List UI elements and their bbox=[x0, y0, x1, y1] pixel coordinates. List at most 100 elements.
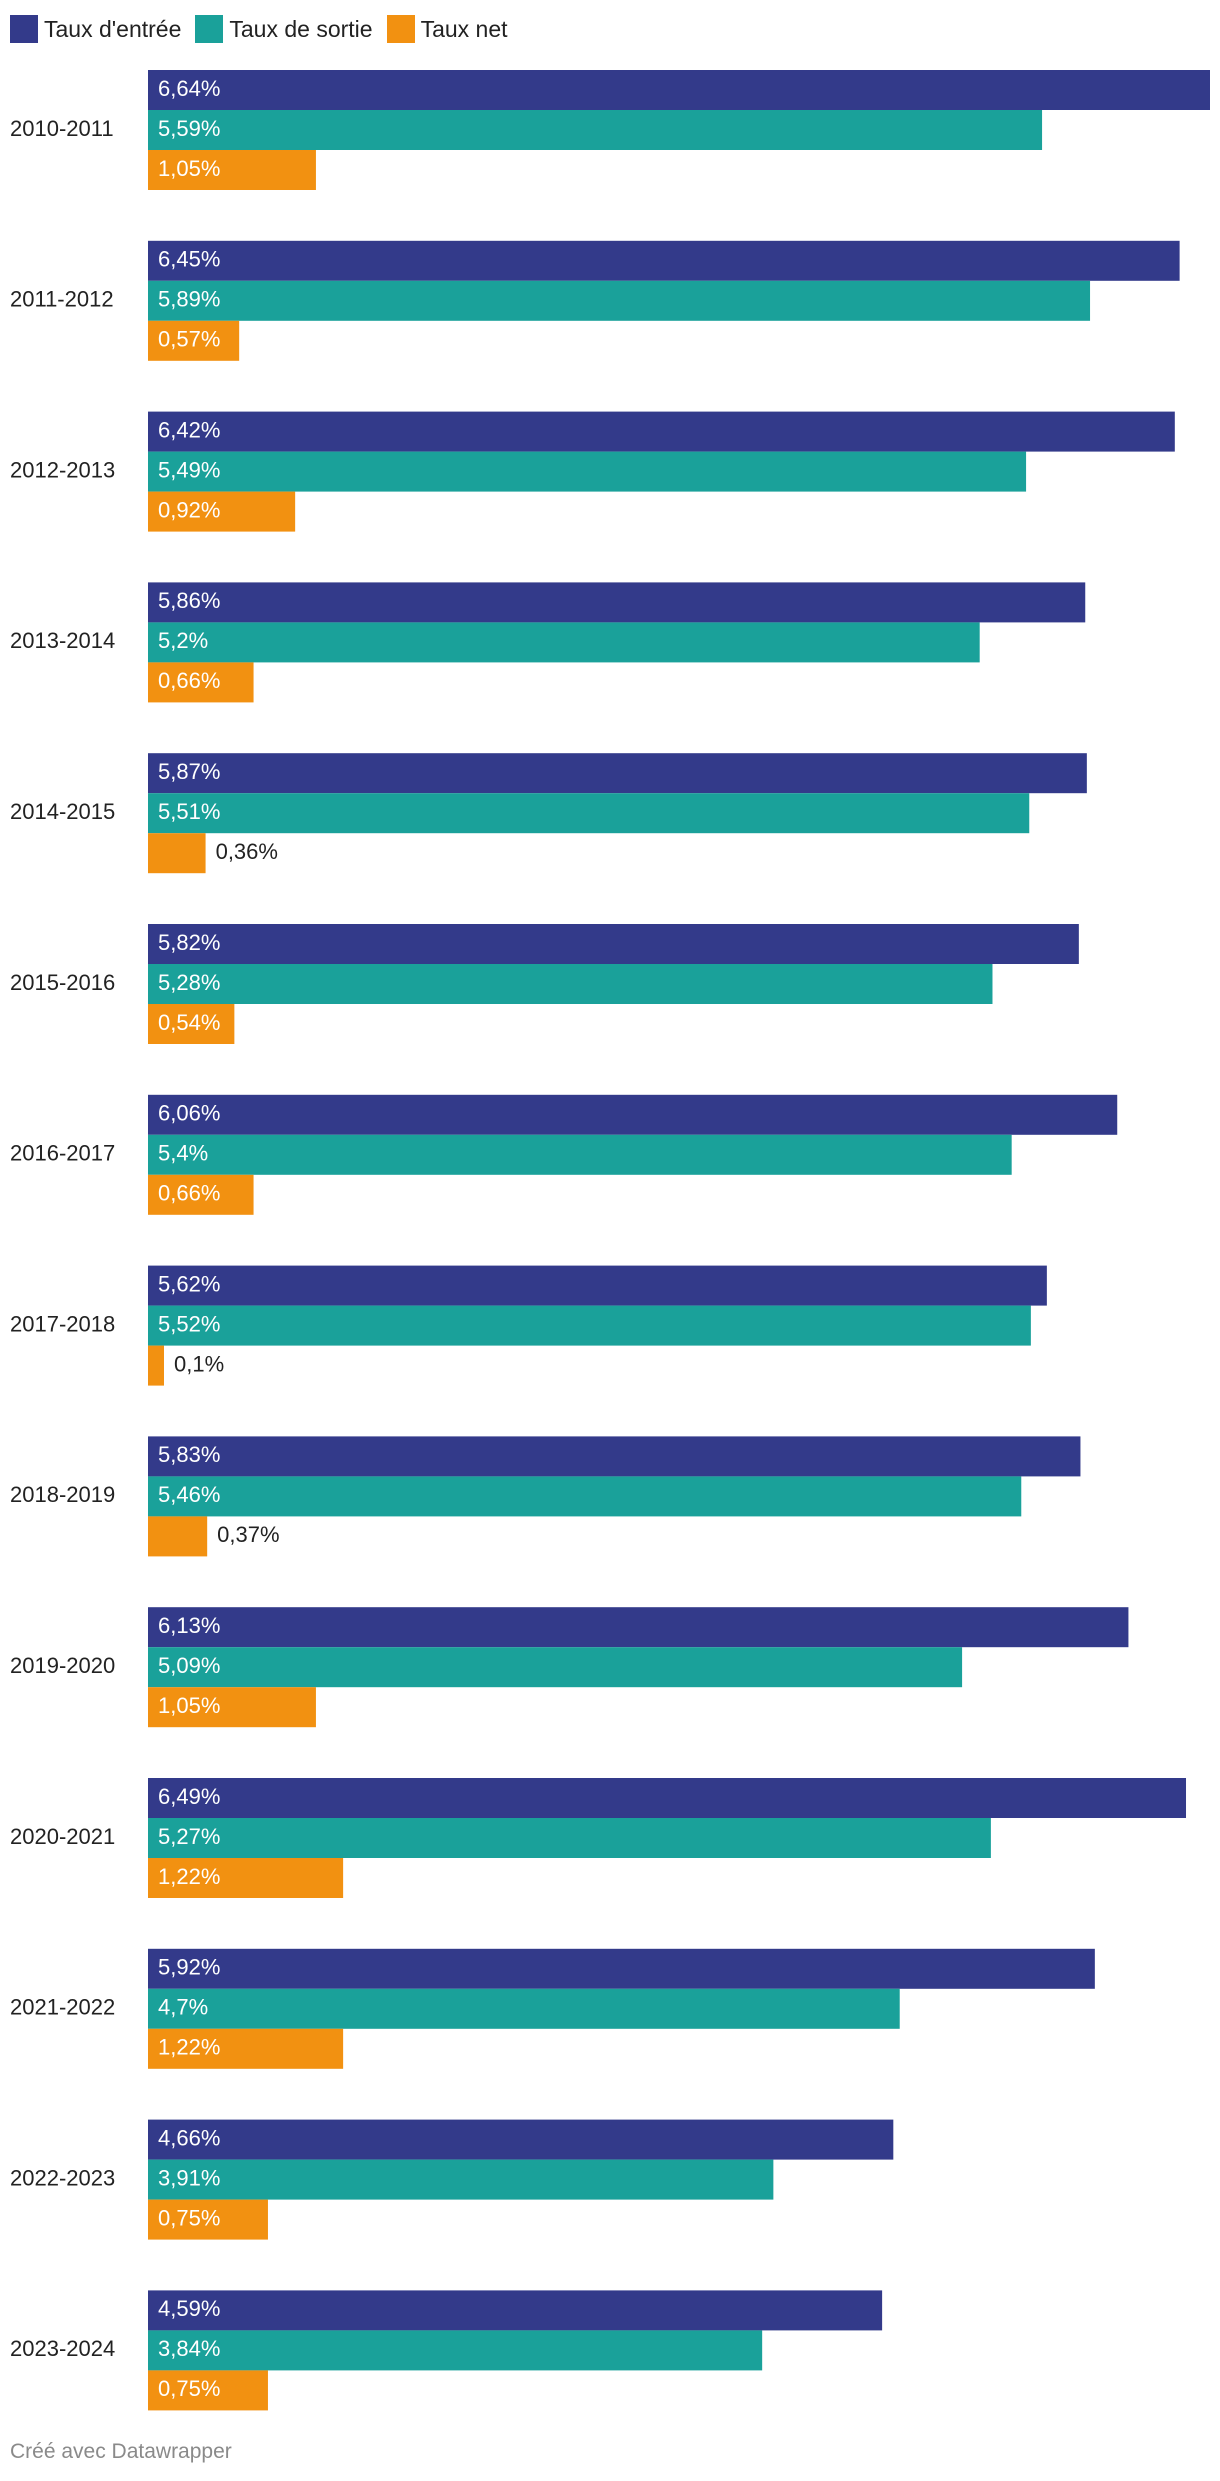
data-label-taux-net-2010-2011: 1,05% bbox=[158, 156, 220, 181]
bar-taux-d-entr-e-2017-2018 bbox=[148, 1265, 1047, 1306]
data-label-taux-net-2014-2015: 0,36% bbox=[216, 839, 278, 864]
data-label-taux-de-sortie-2015-2016: 5,28% bbox=[158, 970, 220, 995]
bar-taux-de-sortie-2021-2022 bbox=[148, 1988, 900, 2029]
bar-taux-net-2022-2023 bbox=[148, 2199, 268, 2240]
bar-taux-net-2011-2012 bbox=[148, 320, 240, 361]
bar-taux-de-sortie-2012-2013 bbox=[148, 451, 1027, 492]
category-label-2017-2018: 2017-2018 bbox=[10, 1311, 115, 1336]
data-label-taux-de-sortie-2022-2023: 3,91% bbox=[158, 2165, 220, 2190]
data-label-taux-net-2021-2022: 1,22% bbox=[158, 2035, 220, 2060]
bar-taux-net-2018-2019 bbox=[148, 1516, 208, 1557]
category-label-2023-2024: 2023-2024 bbox=[10, 2336, 115, 2361]
data-label-taux-de-sortie-2014-2015: 5,51% bbox=[158, 799, 220, 824]
category-label-2014-2015: 2014-2015 bbox=[10, 799, 115, 824]
category-label-2016-2017: 2016-2017 bbox=[10, 1141, 115, 1166]
bar-taux-net-2021-2022 bbox=[148, 2028, 344, 2069]
data-label-taux-net-2012-2013: 0,92% bbox=[158, 497, 220, 522]
data-label-taux-de-sortie-2019-2020: 5,09% bbox=[158, 1653, 220, 1678]
bar-taux-d-entr-e-2020-2021 bbox=[148, 1778, 1187, 1818]
legend-label-taux-entree: Taux d'entrée bbox=[44, 15, 182, 42]
data-label-taux-net-2013-2014: 0,66% bbox=[158, 668, 220, 693]
category-label-2022-2023: 2022-2023 bbox=[10, 2165, 115, 2190]
legend-swatch-taux-sortie bbox=[195, 15, 224, 43]
data-label-taux-d-entr-e-2011-2012: 6,45% bbox=[158, 247, 220, 272]
data-label-taux-de-sortie-2012-2013: 5,49% bbox=[158, 457, 220, 482]
legend-item-taux-sortie: Taux de sortie bbox=[195, 15, 373, 43]
bar-taux-d-entr-e-2018-2019 bbox=[148, 1436, 1081, 1477]
data-label-taux-net-2019-2020: 1,05% bbox=[158, 1693, 220, 1718]
data-label-taux-de-sortie-2018-2019: 5,46% bbox=[158, 1482, 220, 1507]
bar-taux-net-2019-2020 bbox=[148, 1687, 316, 1728]
category-label-2010-2011: 2010-2011 bbox=[10, 116, 114, 141]
data-label-taux-net-2023-2024: 0,75% bbox=[158, 2376, 220, 2401]
bar-taux-de-sortie-2022-2023 bbox=[148, 2159, 774, 2200]
data-label-taux-net-2015-2016: 0,54% bbox=[158, 1010, 220, 1035]
bar-taux-de-sortie-2017-2018 bbox=[148, 1305, 1031, 1346]
bar-taux-net-2023-2024 bbox=[148, 2370, 268, 2411]
data-label-taux-de-sortie-2010-2011: 5,59% bbox=[158, 116, 220, 141]
data-label-taux-d-entr-e-2016-2017: 6,06% bbox=[158, 1101, 220, 1126]
data-label-taux-net-2016-2017: 0,66% bbox=[158, 1181, 220, 1206]
legend-item-taux-net: Taux net bbox=[386, 15, 508, 43]
bar-taux-d-entr-e-2015-2016 bbox=[148, 924, 1079, 964]
data-label-taux-d-entr-e-2022-2023: 4,66% bbox=[158, 2125, 220, 2150]
data-label-taux-net-2011-2012: 0,57% bbox=[158, 327, 220, 352]
bar-taux-d-entr-e-2012-2013 bbox=[148, 411, 1175, 452]
bar-taux-d-entr-e-2023-2024 bbox=[148, 2290, 883, 2331]
data-label-taux-net-2018-2019: 0,37% bbox=[217, 1522, 279, 1547]
bar-taux-de-sortie-2019-2020 bbox=[148, 1647, 963, 1688]
category-label-2019-2020: 2019-2020 bbox=[10, 1653, 115, 1678]
legend-swatch-taux-net bbox=[386, 15, 415, 43]
legend: Taux d'entrée Taux de sortie Taux net bbox=[10, 12, 508, 46]
bar-taux-net-2017-2018 bbox=[148, 1345, 164, 1386]
bar-taux-de-sortie-2013-2014 bbox=[148, 622, 980, 663]
bar-taux-de-sortie-2015-2016 bbox=[148, 964, 993, 1004]
bar-taux-net-2020-2021 bbox=[148, 1858, 344, 1898]
data-label-taux-d-entr-e-2020-2021: 6,49% bbox=[158, 1784, 220, 1809]
bar-taux-de-sortie-2010-2011 bbox=[148, 110, 1043, 150]
category-label-2012-2013: 2012-2013 bbox=[10, 457, 115, 482]
bar-taux-d-entr-e-2022-2023 bbox=[148, 2119, 894, 2160]
bar-taux-d-entr-e-2013-2014 bbox=[148, 582, 1086, 623]
data-label-taux-d-entr-e-2010-2011: 6,64% bbox=[158, 76, 220, 101]
data-label-taux-de-sortie-2023-2024: 3,84% bbox=[158, 2336, 220, 2361]
category-label-2020-2021: 2020-2021 bbox=[10, 1824, 115, 1849]
bar-taux-d-entr-e-2010-2011 bbox=[148, 70, 1210, 110]
data-label-taux-d-entr-e-2019-2020: 6,13% bbox=[158, 1613, 220, 1638]
data-label-taux-de-sortie-2017-2018: 5,52% bbox=[158, 1311, 220, 1336]
data-label-taux-net-2020-2021: 1,22% bbox=[158, 1864, 220, 1889]
data-label-taux-d-entr-e-2017-2018: 5,62% bbox=[158, 1271, 220, 1296]
data-label-taux-de-sortie-2016-2017: 5,4% bbox=[158, 1141, 208, 1166]
category-label-2018-2019: 2018-2019 bbox=[10, 1482, 115, 1507]
bar-taux-net-2015-2016 bbox=[148, 1004, 235, 1044]
category-label-2011-2012: 2011-2012 bbox=[10, 287, 114, 312]
bar-taux-net-2016-2017 bbox=[148, 1174, 254, 1215]
category-label-2015-2016: 2015-2016 bbox=[10, 970, 115, 995]
legend-label-taux-net: Taux net bbox=[420, 15, 508, 42]
data-label-taux-d-entr-e-2013-2014: 5,86% bbox=[158, 588, 220, 613]
bar-taux-de-sortie-2011-2012 bbox=[148, 280, 1091, 321]
bar-taux-d-entr-e-2019-2020 bbox=[148, 1607, 1129, 1648]
bar-taux-net-2013-2014 bbox=[148, 662, 254, 703]
data-label-taux-d-entr-e-2014-2015: 5,87% bbox=[158, 759, 220, 784]
bar-taux-de-sortie-2016-2017 bbox=[148, 1134, 1012, 1175]
category-label-2013-2014: 2013-2014 bbox=[10, 628, 115, 653]
bar-taux-net-2010-2011 bbox=[148, 150, 316, 190]
bar-taux-d-entr-e-2011-2012 bbox=[148, 240, 1180, 281]
data-label-taux-d-entr-e-2023-2024: 4,59% bbox=[158, 2296, 220, 2321]
data-label-taux-d-entr-e-2015-2016: 5,82% bbox=[158, 930, 220, 955]
footer-credit: Créé avec Datawrapper bbox=[10, 2440, 232, 2463]
legend-item-taux-entree: Taux d'entrée bbox=[10, 15, 181, 43]
bar-taux-net-2014-2015 bbox=[148, 833, 206, 874]
data-label-taux-de-sortie-2011-2012: 5,89% bbox=[158, 287, 220, 312]
data-label-taux-net-2017-2018: 0,1% bbox=[174, 1351, 224, 1376]
bar-taux-d-entr-e-2014-2015 bbox=[148, 753, 1087, 794]
legend-label-taux-sortie: Taux de sortie bbox=[229, 15, 373, 42]
bar-taux-d-entr-e-2016-2017 bbox=[148, 1094, 1118, 1135]
bar-taux-net-2012-2013 bbox=[148, 491, 296, 532]
data-label-taux-net-2022-2023: 0,75% bbox=[158, 2205, 220, 2230]
category-label-2021-2022: 2021-2022 bbox=[10, 1995, 115, 2020]
data-label-taux-de-sortie-2013-2014: 5,2% bbox=[158, 628, 208, 653]
